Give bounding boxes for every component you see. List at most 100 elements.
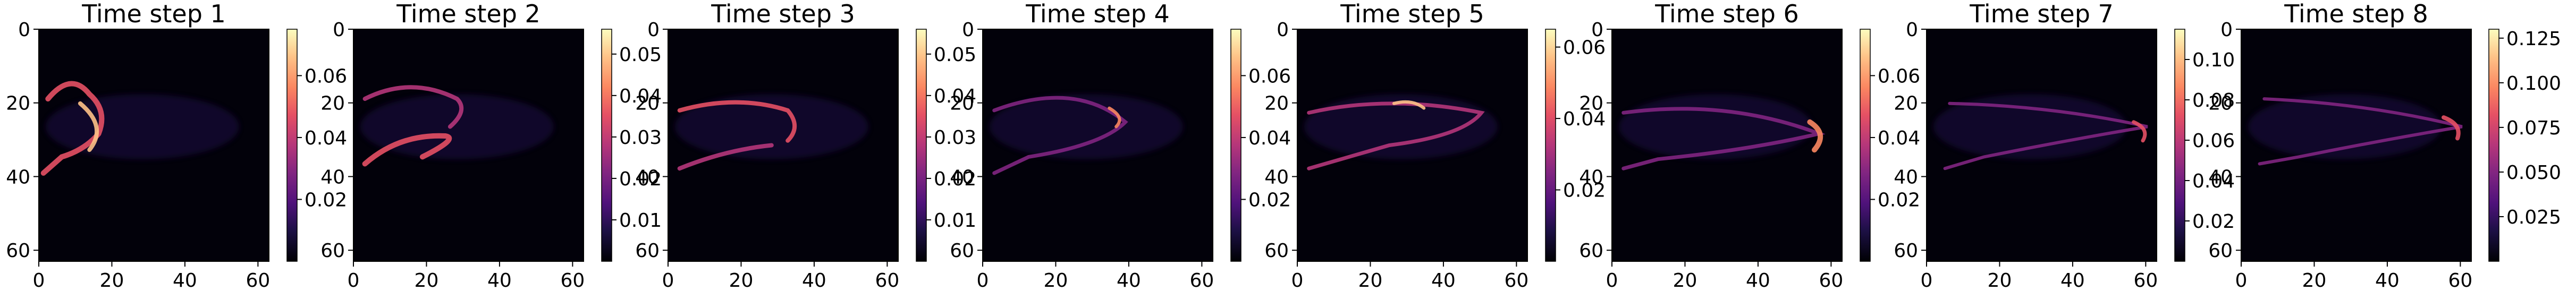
x-tick-label: 20	[1673, 270, 1697, 292]
heatmap-streak	[2258, 97, 2463, 166]
colorbar-tick-label: 0.08	[2192, 90, 2235, 112]
heatmap-streak	[992, 96, 1128, 175]
heatmap-streak	[2442, 115, 2461, 141]
colorbar-tick-label: 0.04	[1878, 127, 1920, 149]
x-tick-label: 40	[487, 270, 512, 292]
y-tick-label: 0	[647, 19, 660, 41]
heatmap-streak	[1108, 106, 1121, 129]
y-tick-label: 60	[1579, 240, 1603, 262]
y-tick-label: 60	[635, 240, 660, 262]
x-tick-label: 60	[2448, 270, 2472, 292]
y-tick-label: 60	[950, 240, 974, 262]
heatmap-streak	[1807, 119, 1823, 153]
y-tick-label: 20	[1894, 93, 1918, 115]
x-tick-label: 20	[729, 270, 754, 292]
y-tick-label: 0	[2220, 19, 2233, 41]
y-tick-label: 20	[1579, 93, 1603, 115]
colorbar-tick-label: 0.06	[2192, 130, 2235, 152]
y-tick-label: 0	[962, 19, 974, 41]
colorbar-tick-label: 0.050	[2506, 162, 2561, 184]
colorbar-tick-label: 0.125	[2506, 28, 2561, 50]
heatmap-cloud	[360, 94, 554, 159]
heatmap-streak	[2132, 120, 2147, 143]
panel-8: Time step 80 20 40 6002040600.0250.0500.075…	[2208, 0, 2561, 292]
x-tick-label: 20	[415, 270, 439, 292]
axes-frame	[982, 29, 1213, 262]
y-tick-label: 60	[1894, 240, 1918, 262]
y-tick-label: 20	[1264, 93, 1289, 115]
panel-title: Time step 2	[396, 0, 540, 28]
axes-frame	[1926, 29, 2157, 262]
y-tick-label: 40	[635, 166, 660, 188]
y-tick-label: 60	[320, 240, 345, 262]
panel-title: Time step 8	[2284, 0, 2428, 28]
colorbar-tick-label: 0.02	[305, 189, 347, 211]
x-tick-label: 40	[802, 270, 826, 292]
y-tick-label: 0	[1906, 19, 1918, 41]
colorbar	[601, 29, 612, 262]
panel-title: Time step 6	[1654, 0, 1799, 28]
x-tick-label: 60	[2133, 270, 2158, 292]
x-tick-label: 60	[1504, 270, 1528, 292]
colorbar-tick-label: 0.02	[934, 168, 976, 190]
x-tick-label: 0	[662, 270, 674, 292]
axes-frame	[2241, 29, 2472, 262]
y-tick-label: 40	[1894, 166, 1918, 188]
y-tick-label: 60	[1264, 240, 1289, 262]
y-tick-label: 40	[320, 166, 345, 188]
panel-title: Time step 5	[1340, 0, 1484, 28]
colorbar-tick-label: 0.06	[1563, 37, 1606, 59]
x-tick-label: 20	[1358, 270, 1383, 292]
y-tick-label: 40	[6, 166, 30, 188]
colorbar-tick-label: 0.04	[1563, 108, 1606, 130]
colorbar	[916, 29, 927, 262]
colorbar-tick-label: 0.025	[2506, 207, 2561, 228]
x-tick-label: 40	[1431, 270, 1456, 292]
colorbar	[286, 29, 298, 262]
colorbar-tick-label: 0.04	[619, 86, 662, 107]
heatmap-cloud	[674, 94, 868, 159]
panel-title: Time step 1	[81, 0, 226, 28]
axes-frame	[1297, 29, 1528, 262]
y-tick-label: 40	[1264, 166, 1289, 188]
heatmap-streak	[677, 143, 774, 171]
heatmap-streak	[40, 81, 105, 176]
y-tick-label: 40	[2208, 166, 2233, 188]
x-tick-label: 40	[1746, 270, 1770, 292]
x-tick-label: 40	[2060, 270, 2085, 292]
colorbar	[2174, 29, 2185, 262]
colorbar-tick-label: 0.02	[1248, 189, 1291, 211]
heatmap-streak	[677, 100, 797, 143]
heatmap-streak	[362, 133, 452, 167]
x-tick-label: 60	[875, 270, 899, 292]
heatmap-streak	[1943, 101, 2148, 170]
y-tick-label: 20	[635, 93, 660, 115]
colorbar-tick-label: 0.02	[1563, 180, 1606, 202]
x-tick-label: 60	[1189, 270, 1214, 292]
heatmap-streak	[78, 101, 99, 152]
colorbar-tick-label: 0.06	[1248, 65, 1291, 87]
heatmap-streak	[362, 85, 464, 129]
y-tick-label: 40	[950, 166, 974, 188]
x-tick-label: 60	[560, 270, 585, 292]
colorbar-tick-label: 0.02	[1878, 189, 1920, 211]
heatmap-cloud	[989, 94, 1183, 159]
panel-title: Time step 7	[1969, 0, 2114, 28]
heatmap-cloud	[1933, 94, 2127, 159]
colorbar-tick-label: 0.01	[934, 210, 976, 232]
x-tick-label: 0	[1921, 270, 1933, 292]
y-tick-label: 20	[950, 93, 974, 115]
y-tick-label: 0	[18, 19, 30, 41]
panel-title: Time step 3	[711, 0, 855, 28]
colorbar-tick-label: 0.05	[934, 44, 976, 66]
axes-frame	[668, 29, 899, 262]
x-tick-label: 0	[348, 270, 360, 292]
panel-title: Time step 4	[1025, 0, 1170, 28]
panel-2: Time step 20 20 40 6002040600.010.020.030.0…	[320, 0, 662, 292]
x-tick-label: 20	[1988, 270, 2012, 292]
colorbar-tick-label: 0.05	[619, 44, 662, 66]
